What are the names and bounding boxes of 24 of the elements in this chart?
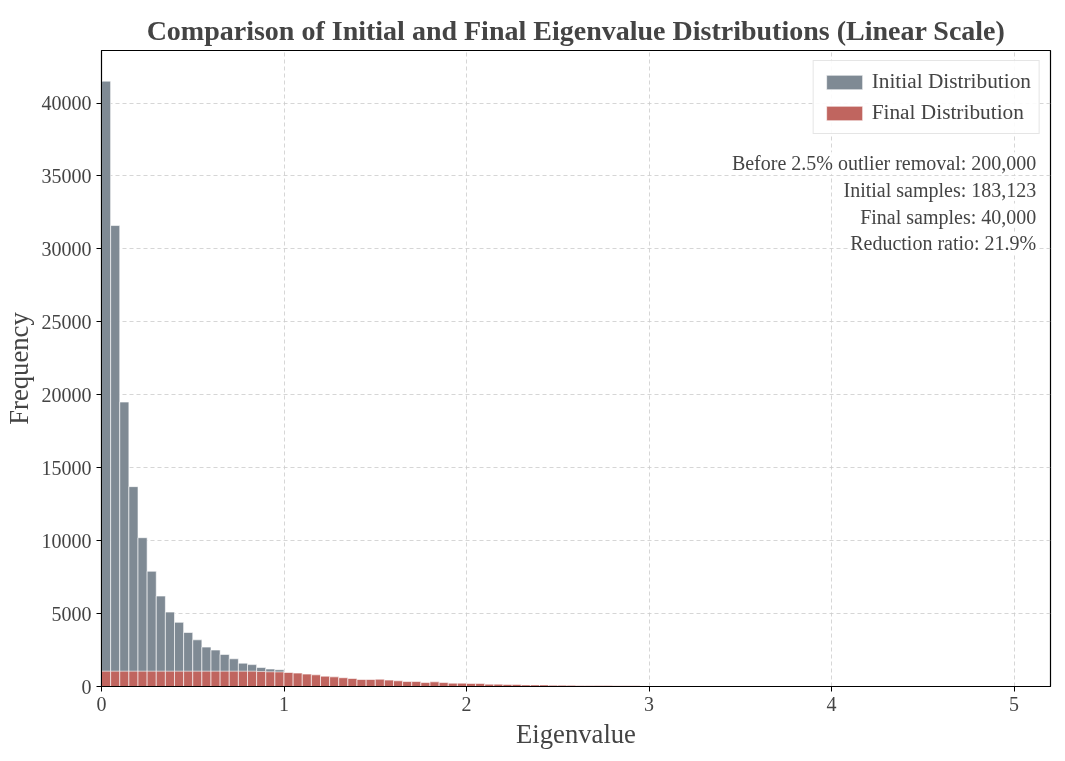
- y-tick-label: 0: [81, 675, 92, 698]
- annotation: Before 2.5% outlier removal: 200,000: [731, 152, 1037, 175]
- annotation: Final samples: 40,000: [860, 205, 1037, 229]
- y-tick-label: 30000: [41, 237, 92, 260]
- y-axis-title: Frequency: [3, 311, 34, 425]
- x-tick-label: 5: [1009, 692, 1019, 715]
- y-tick-label: 15000: [41, 456, 92, 479]
- x-tick-label: 0: [96, 692, 107, 715]
- x-tick-label: 4: [826, 692, 837, 715]
- x-tick-label: 3: [644, 692, 654, 715]
- y-tick-label: 25000: [41, 310, 92, 333]
- chart-title: Comparison of Initial and Final Eigenvalue Distributions (Linear Scale): [146, 14, 1005, 46]
- x-tick-label: 1: [279, 692, 289, 715]
- y-tick-label: 10000: [41, 529, 92, 552]
- annotation: Reduction ratio: 21.9%: [850, 232, 1037, 255]
- y-tick-label: 35000: [41, 164, 92, 187]
- annotation: Initial samples: 183,123: [843, 178, 1037, 202]
- y-tick-label: 40000: [41, 92, 92, 115]
- y-tick-label: 20000: [41, 383, 92, 406]
- x-tick-label: 2: [461, 692, 472, 715]
- legend-label: Final Distribution: [871, 100, 1024, 125]
- legend-label: Initial Distribution: [871, 69, 1031, 94]
- y-tick-label: 5000: [51, 602, 92, 625]
- x-axis-title: Eigenvalue: [516, 718, 636, 749]
